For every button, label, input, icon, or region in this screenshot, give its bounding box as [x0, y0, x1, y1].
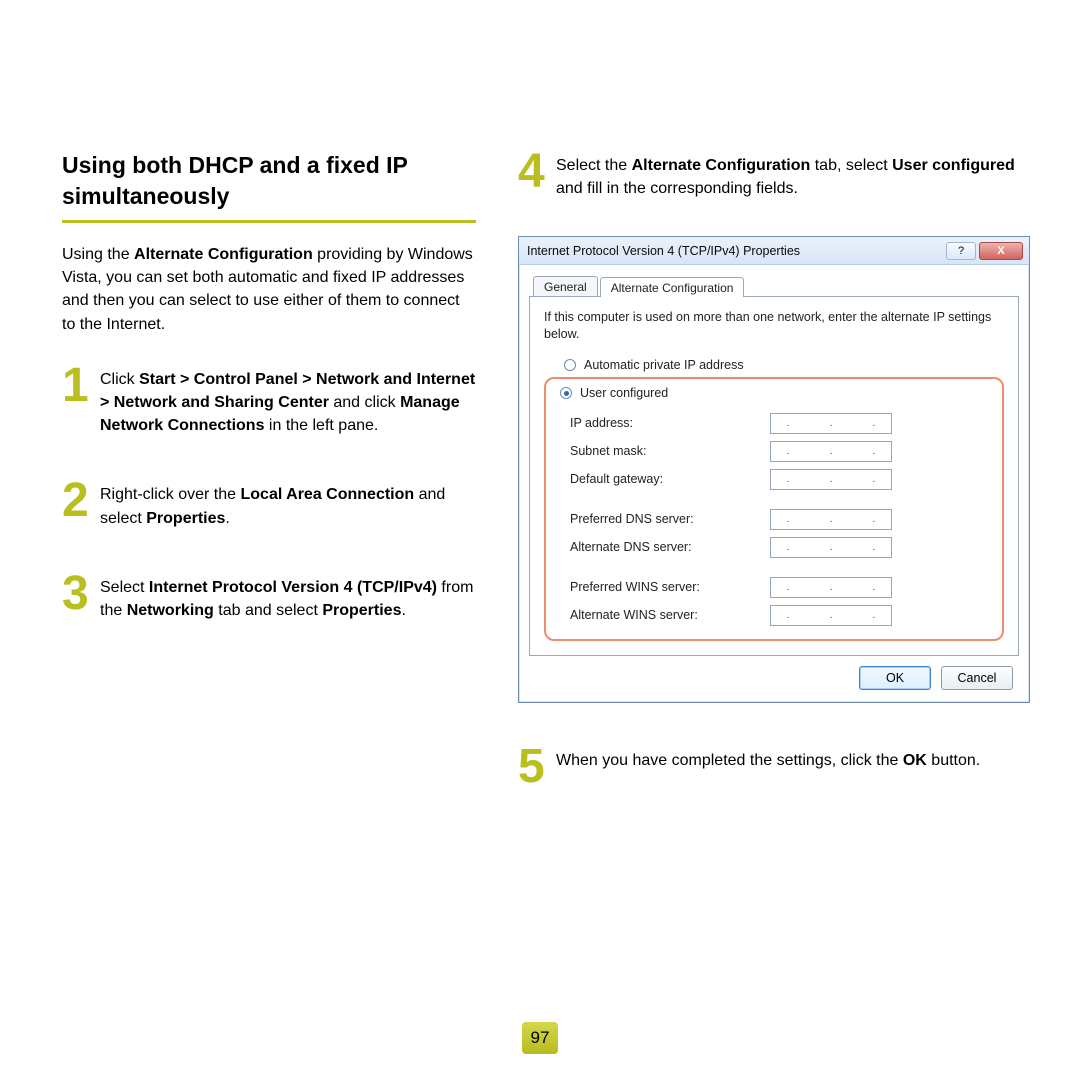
panel-description: If this computer is used on more than on…: [544, 309, 1004, 343]
section-heading: Using both DHCP and a fixed IP simultane…: [62, 150, 476, 223]
text: Select: [100, 579, 149, 596]
ok-button[interactable]: OK: [859, 666, 931, 690]
step-number: 2: [62, 479, 100, 522]
dialog-body: General Alternate Configuration If this …: [519, 265, 1029, 702]
right-column: 4 Select the Alternate Configuration tab…: [518, 150, 1030, 830]
text-bold: Alternate Configuration: [134, 246, 313, 263]
ip-field-grid: IP address: ... Subnet mask: ... Default…: [552, 403, 996, 629]
tab-general[interactable]: General: [533, 276, 598, 296]
help-button[interactable]: ?: [946, 242, 976, 260]
text-bold: Properties: [322, 602, 401, 619]
text-bold: Alternate Configuration: [632, 157, 811, 174]
step-number: 4: [518, 150, 556, 193]
step-text: Click Start > Control Panel > Network an…: [100, 364, 476, 438]
step-text: Select Internet Protocol Version 4 (TCP/…: [100, 572, 476, 622]
text-bold: Local Area Connection: [241, 486, 415, 503]
field-label: Alternate WINS server:: [570, 608, 770, 622]
text: and fill in the corresponding fields.: [556, 180, 798, 197]
field-label: Alternate DNS server:: [570, 540, 770, 554]
alternate-dns-input[interactable]: ...: [770, 537, 892, 558]
text: .: [225, 510, 229, 527]
document-page: Using both DHCP and a fixed IP simultane…: [0, 0, 1080, 830]
close-button[interactable]: X: [979, 242, 1023, 260]
step-number: 3: [62, 572, 100, 615]
alternate-wins-input[interactable]: ...: [770, 605, 892, 626]
field-alternate-wins: Alternate WINS server: ...: [570, 601, 994, 629]
dialog-title: Internet Protocol Version 4 (TCP/IPv4) P…: [527, 244, 800, 258]
text-bold: Internet Protocol Version 4 (TCP/IPv4): [149, 579, 437, 596]
field-default-gateway: Default gateway: ...: [570, 465, 994, 493]
text: Select the: [556, 157, 632, 174]
page-number: 97: [522, 1022, 558, 1054]
field-label: Preferred WINS server:: [570, 580, 770, 594]
field-label: Default gateway:: [570, 472, 770, 486]
step-text: When you have completed the settings, cl…: [556, 745, 980, 772]
step-text: Right-click over the Local Area Connecti…: [100, 479, 476, 529]
field-label: IP address:: [570, 416, 770, 430]
step-3: 3 Select Internet Protocol Version 4 (TC…: [62, 572, 476, 622]
step-4: 4 Select the Alternate Configuration tab…: [518, 150, 1030, 200]
radio-icon: [564, 359, 576, 371]
dialog-titlebar: Internet Protocol Version 4 (TCP/IPv4) P…: [519, 237, 1029, 265]
radio-user-configured[interactable]: User configured: [552, 383, 996, 403]
radio-label: User configured: [580, 386, 668, 400]
subnet-mask-input[interactable]: ...: [770, 441, 892, 462]
preferred-dns-input[interactable]: ...: [770, 509, 892, 530]
user-configured-highlight: User configured IP address: ... Subnet m…: [544, 377, 1004, 641]
text: When you have completed the settings, cl…: [556, 752, 903, 769]
text: .: [401, 602, 405, 619]
radio-icon: [560, 387, 572, 399]
step-2: 2 Right-click over the Local Area Connec…: [62, 479, 476, 529]
cancel-button[interactable]: Cancel: [941, 666, 1013, 690]
text-bold: Properties: [146, 510, 225, 527]
radio-auto-private-ip[interactable]: Automatic private IP address: [544, 355, 1004, 375]
field-label: Subnet mask:: [570, 444, 770, 458]
field-preferred-dns: Preferred DNS server: ...: [570, 505, 994, 533]
dialog-button-row: OK Cancel: [529, 656, 1019, 692]
text: tab and select: [214, 602, 323, 619]
step-number: 1: [62, 364, 100, 407]
left-column: Using both DHCP and a fixed IP simultane…: [62, 150, 476, 830]
step-number: 5: [518, 745, 556, 788]
text-bold: User configured: [892, 157, 1015, 174]
default-gateway-input[interactable]: ...: [770, 469, 892, 490]
text: Using the: [62, 246, 134, 263]
text-bold: Networking: [127, 602, 214, 619]
text: and click: [329, 394, 400, 411]
ipv4-properties-dialog: Internet Protocol Version 4 (TCP/IPv4) P…: [518, 236, 1030, 703]
field-preferred-wins: Preferred WINS server: ...: [570, 573, 994, 601]
field-label: Preferred DNS server:: [570, 512, 770, 526]
field-subnet-mask: Subnet mask: ...: [570, 437, 994, 465]
field-ip-address: IP address: ...: [570, 409, 994, 437]
text: tab, select: [810, 157, 892, 174]
text-bold: OK: [903, 752, 927, 769]
text: in the left pane.: [264, 417, 378, 434]
close-icon: X: [997, 245, 1004, 257]
step-text: Select the Alternate Configuration tab, …: [556, 150, 1030, 200]
tab-strip: General Alternate Configuration: [529, 273, 1019, 297]
radio-label: Automatic private IP address: [584, 358, 744, 372]
intro-paragraph: Using the Alternate Configuration provid…: [62, 243, 476, 336]
text: button.: [927, 752, 980, 769]
tab-panel: If this computer is used on more than on…: [529, 297, 1019, 656]
page-footer: 97: [0, 1022, 1080, 1054]
ip-address-input[interactable]: ...: [770, 413, 892, 434]
preferred-wins-input[interactable]: ...: [770, 577, 892, 598]
field-alternate-dns: Alternate DNS server: ...: [570, 533, 994, 561]
help-icon: ?: [958, 245, 964, 257]
tab-alternate-configuration[interactable]: Alternate Configuration: [600, 277, 745, 297]
step-1: 1 Click Start > Control Panel > Network …: [62, 364, 476, 438]
step-5: 5 When you have completed the settings, …: [518, 745, 1030, 788]
text: Right-click over the: [100, 486, 241, 503]
text: Click: [100, 371, 139, 388]
